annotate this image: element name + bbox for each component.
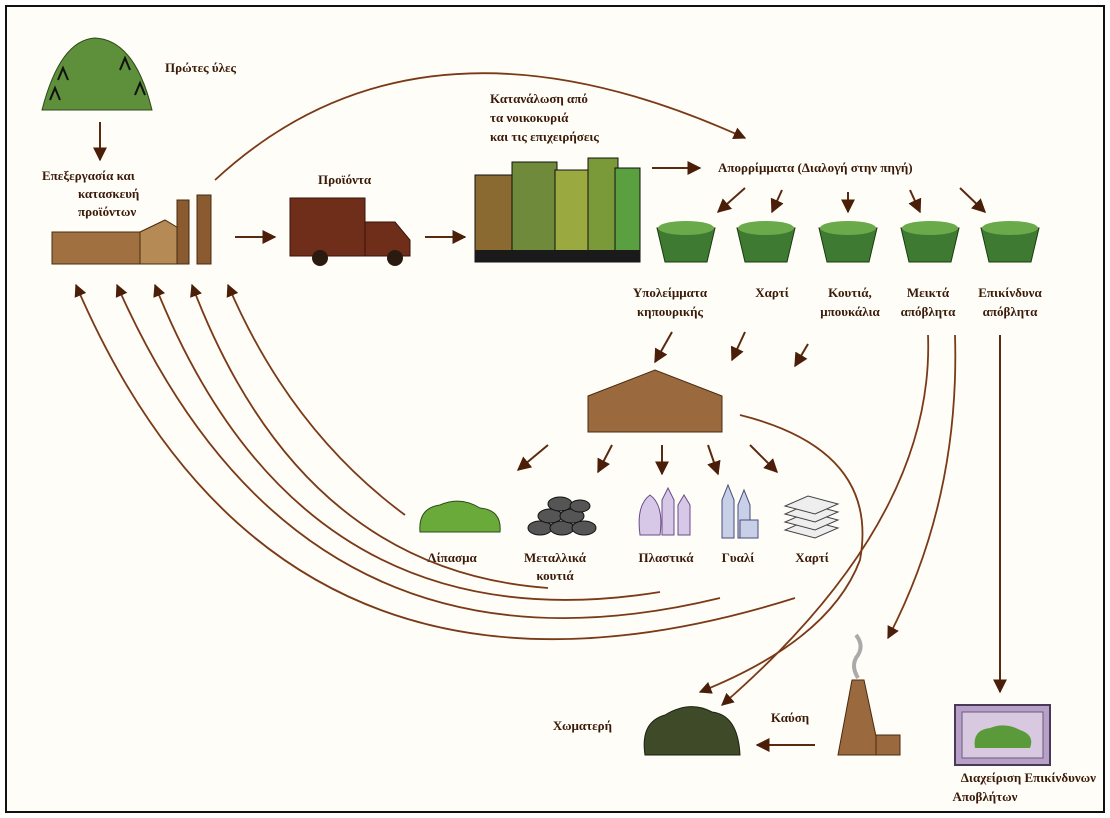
waste-sorting-label: Απορρίμματα (Διαλογή στην πηγή) xyxy=(718,160,913,175)
recycled-label: Πλαστικά xyxy=(639,550,695,565)
buildings-icon xyxy=(474,157,641,263)
recycled-label: Γυαλί xyxy=(722,550,755,565)
return-curve xyxy=(190,283,549,589)
recycled-label: Μεταλλικά κουτιά xyxy=(524,550,587,583)
arrow xyxy=(707,444,721,476)
curve-arrow xyxy=(698,414,864,694)
factory-icon xyxy=(51,194,212,265)
curve-arrow xyxy=(214,72,747,181)
arrow xyxy=(794,343,809,368)
bin-label: Υπολείμματα κηπουρικής xyxy=(633,285,708,319)
glass-icon xyxy=(721,483,759,539)
recycled-label: Λίπασμα xyxy=(427,550,477,565)
bin-icon xyxy=(818,221,878,263)
consumption-label: Κατανάλωση από τα νοικοκυριά και τις επι… xyxy=(490,91,599,144)
arrow xyxy=(730,331,746,362)
landfill-icon xyxy=(643,706,741,756)
bin-icon xyxy=(900,221,960,263)
landfill-label: Χωματερή xyxy=(553,718,612,733)
manufacturing-label: Επεξεργασία και κατασκευή προϊόντων xyxy=(42,168,143,219)
paper-stack-icon xyxy=(783,495,840,539)
return-curve xyxy=(74,283,796,641)
arrow xyxy=(516,444,549,471)
arrow xyxy=(770,189,784,214)
bin-label: Μεικτά απόβλητα xyxy=(901,285,956,319)
hazardous-box-icon xyxy=(954,704,1051,766)
arrow xyxy=(749,444,778,473)
arrow xyxy=(597,444,613,474)
frame xyxy=(5,5,1105,813)
bin-icon xyxy=(980,221,1040,263)
arrow xyxy=(716,187,746,213)
bin-label: Επικίνδυνα απόβλητα xyxy=(978,285,1042,319)
mountain-icon xyxy=(41,37,153,111)
truck-icon xyxy=(289,197,411,266)
bin-icon xyxy=(656,221,716,263)
arrow xyxy=(654,331,673,364)
products-label: Προϊόντα xyxy=(318,172,372,187)
incineration-label: Καύση xyxy=(771,710,809,725)
cans-icon xyxy=(527,496,597,536)
compost-icon xyxy=(419,500,501,533)
bin-label: Κουτιά, μπουκάλια xyxy=(820,285,880,319)
curve-arrow xyxy=(721,334,930,706)
return-curve xyxy=(226,283,406,516)
bins xyxy=(656,221,1040,263)
recycled-label: Χαρτί xyxy=(795,550,829,565)
plastics-icon xyxy=(638,486,691,536)
facility-icon xyxy=(587,369,723,433)
return-curve xyxy=(115,283,721,619)
incinerator-icon xyxy=(837,633,901,756)
hazardous-management-label: Διαχείριση Επικίνδυνων Αποβλήτων xyxy=(953,770,1100,804)
arrow xyxy=(959,187,987,213)
curve-arrow xyxy=(887,334,957,640)
bin-label: Χαρτί xyxy=(755,285,789,300)
raw-materials-label: Πρώτες ύλες xyxy=(165,60,237,75)
arrow xyxy=(908,189,922,214)
return-curve xyxy=(153,283,661,601)
bin-icon xyxy=(736,221,796,263)
